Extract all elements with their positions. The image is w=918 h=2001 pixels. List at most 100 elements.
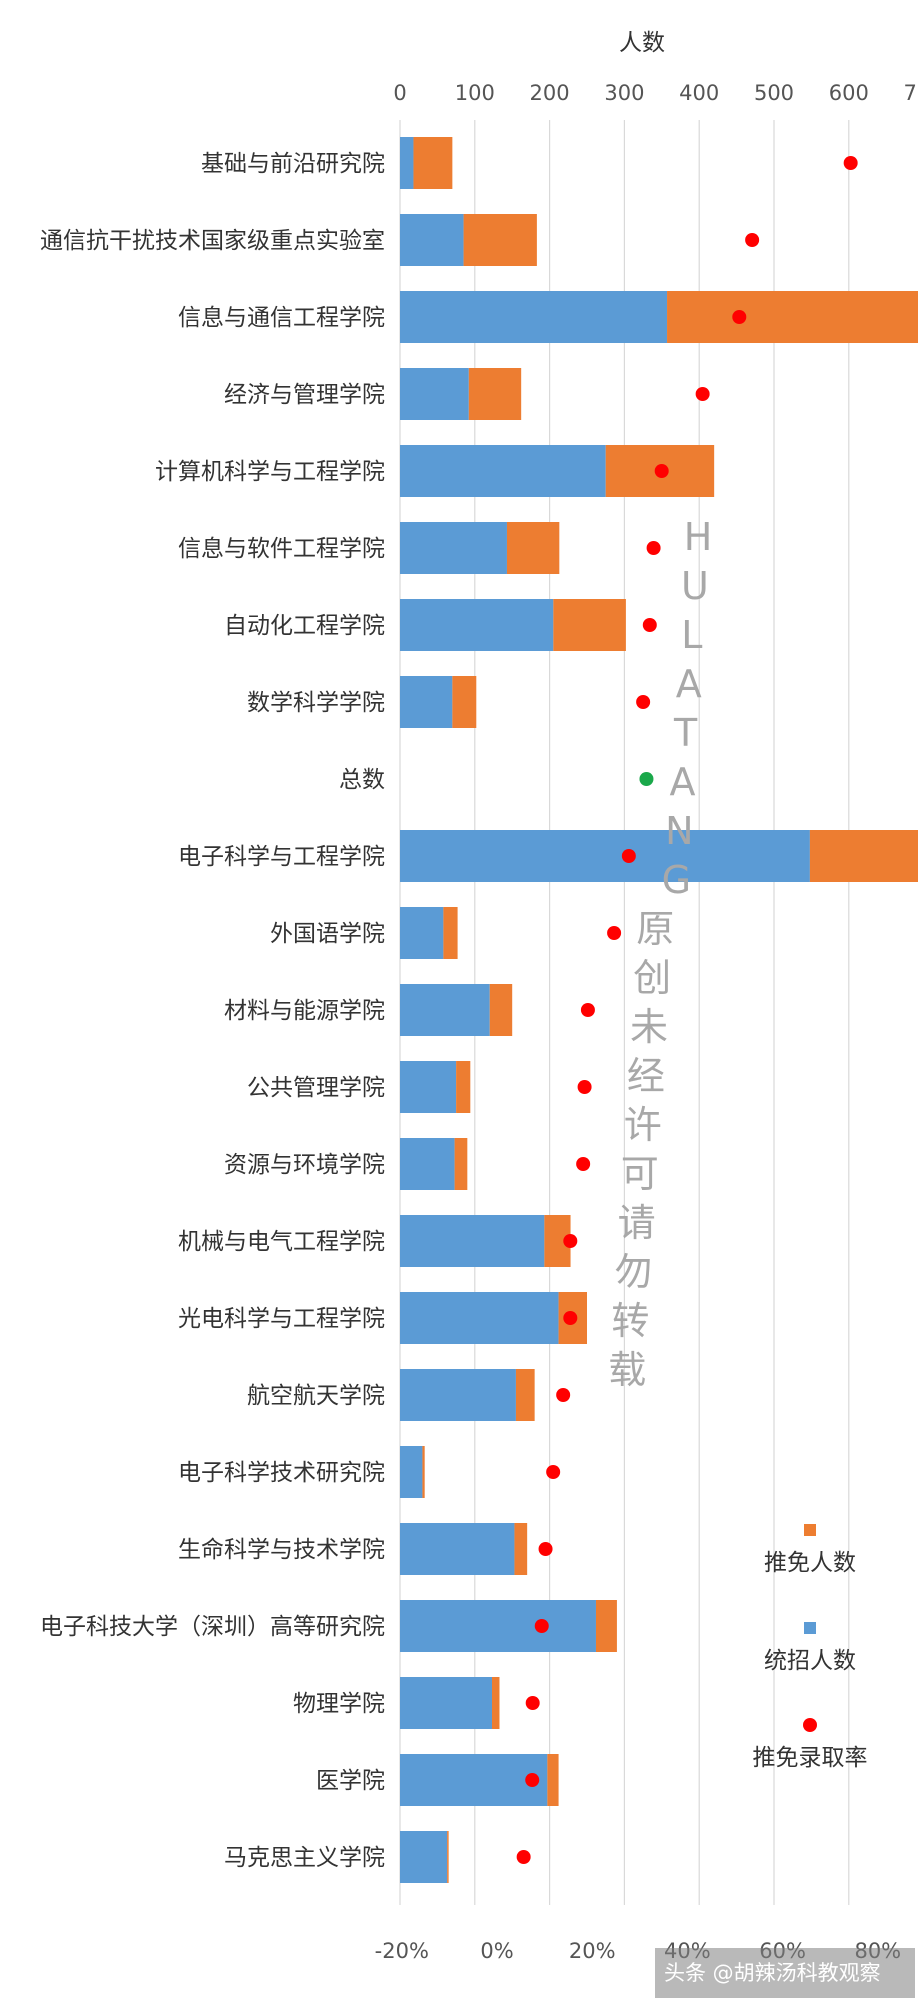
watermark-char: T: [673, 711, 698, 755]
bottom-tick-label: 0%: [480, 1939, 513, 1963]
rate-point: [654, 464, 669, 478]
bar-tongzhao: [400, 1446, 423, 1498]
bar-tongzhao: [400, 907, 444, 959]
rate-point: [621, 849, 636, 863]
rate-point: [563, 1234, 578, 1248]
category-label: 资源与环境学院: [224, 1152, 385, 1178]
top-tick-label: 600: [829, 81, 869, 105]
bar-tuimian: [809, 830, 918, 882]
legend-label: 推免人数: [764, 1550, 856, 1576]
category-label: 计算机科学与工程学院: [155, 459, 385, 485]
bar-tuimian: [515, 1369, 535, 1421]
rate-point: [732, 310, 747, 324]
bar-tongzhao: [400, 1831, 448, 1883]
top-tick-label: 100: [455, 81, 495, 105]
bar-tongzhao: [400, 445, 606, 497]
watermark-char: 创: [633, 956, 671, 1000]
bar-tongzhao: [400, 368, 469, 420]
category-label: 马克思主义学院: [224, 1845, 385, 1871]
rate-point: [745, 233, 760, 247]
category-labels: 基础与前沿研究院通信抗干扰技术国家级重点实验室信息与通信工程学院经济与管理学院计…: [40, 151, 385, 1871]
bar-tongzhao: [400, 1754, 548, 1806]
legend-marker: [803, 1718, 817, 1732]
watermark-char: 可: [621, 1152, 659, 1196]
watermark-char: A: [670, 760, 696, 804]
rate-point: [580, 1003, 595, 1017]
rate-point: [576, 1157, 591, 1171]
rate-point: [556, 1388, 571, 1402]
top-axis-ticks: 0100200300400500600700800: [393, 81, 918, 105]
category-label: 经济与管理学院: [224, 382, 385, 408]
bar-tongzhao: [400, 830, 810, 882]
category-label: 医学院: [316, 1768, 385, 1794]
bar-tuimian: [595, 1600, 617, 1652]
bar-tongzhao: [400, 1061, 457, 1113]
watermark-char: 经: [627, 1054, 665, 1098]
bottom-tick-label: -20%: [375, 1939, 429, 1963]
category-label: 自动化工程学院: [224, 613, 385, 639]
watermark-char: 勿: [614, 1250, 652, 1294]
category-label: 信息与通信工程学院: [178, 305, 385, 331]
bar-tongzhao: [400, 599, 554, 651]
bar-tuimian: [468, 368, 522, 420]
bar-tongzhao: [400, 214, 464, 266]
category-label: 外国语学院: [270, 921, 385, 947]
bar-tuimian: [456, 1061, 471, 1113]
bars: [400, 137, 918, 1883]
rate-point: [843, 156, 858, 170]
bar-tuimian: [506, 522, 560, 574]
bar-tuimian: [413, 137, 453, 189]
top-tick-label: 700: [904, 81, 918, 105]
rate-point: [636, 695, 651, 709]
category-label: 机械与电气工程学院: [178, 1229, 385, 1255]
top-tick-label: 200: [530, 81, 570, 105]
bar-tongzhao: [400, 1138, 455, 1190]
bar-tongzhao: [400, 1292, 559, 1344]
bar-tuimian: [492, 1677, 500, 1729]
legend-marker: [804, 1524, 816, 1536]
bar-tuimian: [454, 1138, 468, 1190]
watermark-char: U: [681, 564, 709, 608]
category-label: 电子科学技术研究院: [178, 1460, 385, 1486]
category-label: 通信抗干扰技术国家级重点实验室: [40, 228, 385, 254]
category-label: 生命科学与技术学院: [178, 1537, 385, 1563]
legend-label: 推免录取率: [753, 1745, 868, 1771]
watermark-char: L: [681, 613, 702, 657]
bar-tuimian: [514, 1523, 528, 1575]
rate-point: [516, 1850, 531, 1864]
top-tick-label: 0: [393, 81, 406, 105]
bottom-tick-label: 20%: [569, 1939, 616, 1963]
category-label: 信息与软件工程学院: [178, 536, 385, 562]
bar-tongzhao: [400, 522, 507, 574]
bar-tongzhao: [400, 1523, 515, 1575]
rate-point: [607, 926, 622, 940]
watermark-char: N: [665, 809, 693, 853]
bar-tuimian: [667, 291, 918, 343]
rate-point: [546, 1465, 561, 1479]
watermark-char: 未: [630, 1005, 668, 1049]
watermark-char: 许: [624, 1103, 662, 1147]
rate-point: [642, 618, 657, 632]
bar-tuimian: [443, 907, 458, 959]
category-label: 物理学院: [293, 1691, 385, 1717]
bar-tongzhao: [400, 984, 490, 1036]
rate-point: [525, 1773, 540, 1787]
watermark-char: A: [676, 662, 702, 706]
bar-tuimian: [553, 599, 626, 651]
top-axis-title: 人数: [619, 30, 665, 56]
bar-tongzhao: [400, 137, 414, 189]
watermark-char: H: [684, 515, 713, 559]
rate-point: [534, 1619, 549, 1633]
rate-point: [525, 1696, 540, 1710]
bar-tongzhao: [400, 1215, 545, 1267]
top-tick-label: 500: [754, 81, 794, 105]
rate-point: [563, 1311, 578, 1325]
credit-text: 头条 @胡辣汤科教观察: [664, 1961, 881, 1985]
watermark-char: 转: [611, 1299, 649, 1343]
bar-tuimian: [422, 1446, 425, 1498]
rate-point: [538, 1542, 553, 1556]
category-label: 数学科学学院: [247, 690, 385, 716]
bar-tuimian: [447, 1831, 449, 1883]
bar-tongzhao: [400, 1369, 516, 1421]
